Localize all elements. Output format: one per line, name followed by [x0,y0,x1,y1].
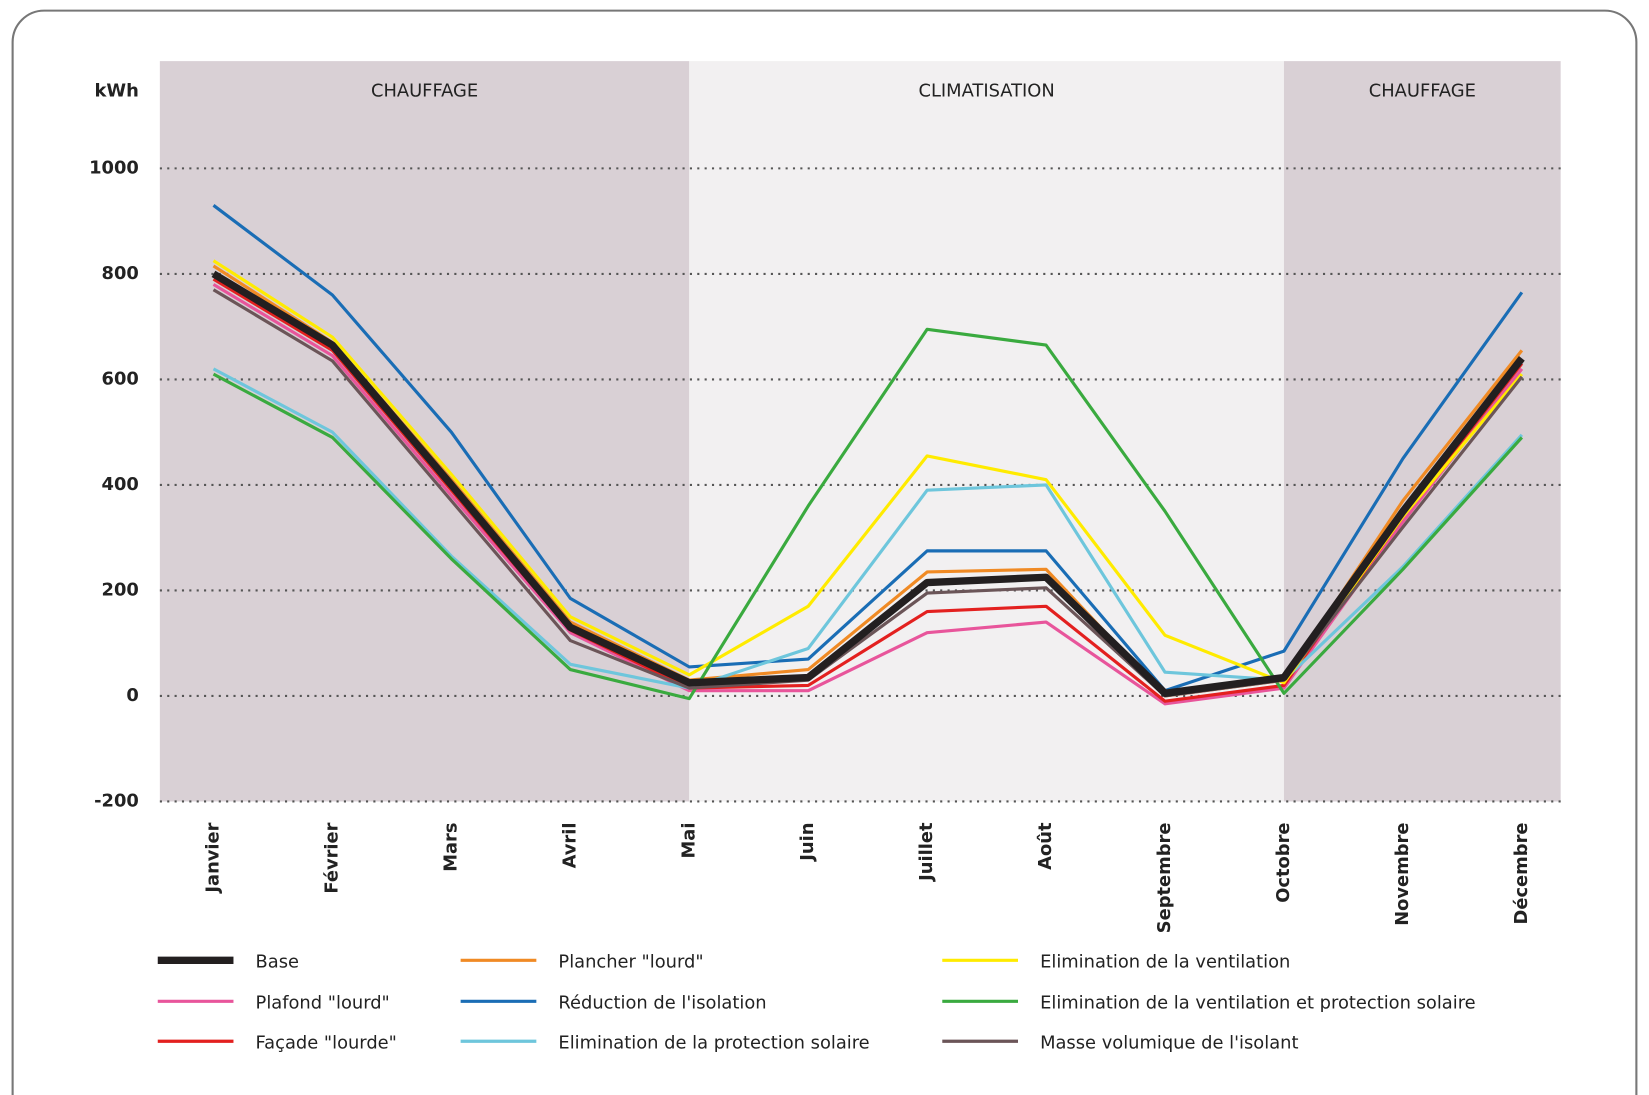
y-tick-label: -200 [94,790,139,811]
season-label: CHAUFFAGE [1369,81,1476,102]
x-tick-label: Décembre [1511,823,1532,925]
x-tick-label: Mai [678,823,699,859]
y-axis-label: kWh [95,81,139,102]
legend-label: Réduction de l'isolation [558,992,766,1013]
x-tick-label: Juin [797,823,818,862]
series-line [212,327,1524,701]
legend-label: Elimination de la ventilation [1040,951,1290,972]
series-line [211,270,1525,698]
legend-label: Elimination de la protection solaire [558,1032,869,1053]
season-band [159,61,690,802]
series-line [212,204,1524,693]
y-tick-label: 800 [102,263,139,284]
y-tick-label: 400 [102,474,139,495]
y-tick-label: 600 [102,368,139,389]
x-tick-label: Novembre [1392,823,1413,926]
x-tick-label: Octobre [1273,823,1294,903]
y-tick-label: 200 [102,579,139,600]
series-line [212,367,1524,690]
x-tick-label: Septembre [1154,823,1175,934]
legend-label: Plafond "lourd" [256,992,390,1013]
season-label: CHAUFFAGE [371,81,478,102]
x-tick-label: Avril [559,823,580,869]
legend-label: Façade "lourde" [256,1032,397,1053]
y-tick-label: 1000 [89,157,139,178]
x-tick-label: Janvier [202,822,223,893]
legend-label: Plancher "lourd" [558,951,703,972]
x-tick-label: Février [321,822,342,893]
y-tick-label: 0 [126,685,138,706]
x-tick-label: Mars [440,823,461,872]
legend-label: Elimination de la ventilation et protect… [1040,992,1476,1013]
legend-label: Masse volumique de l'isolant [1040,1032,1298,1053]
season-label: CLIMATISATION [919,81,1055,102]
x-tick-label: Août [1035,822,1056,870]
x-tick-label: Juillet [916,822,937,882]
legend-label: Base [256,951,300,972]
